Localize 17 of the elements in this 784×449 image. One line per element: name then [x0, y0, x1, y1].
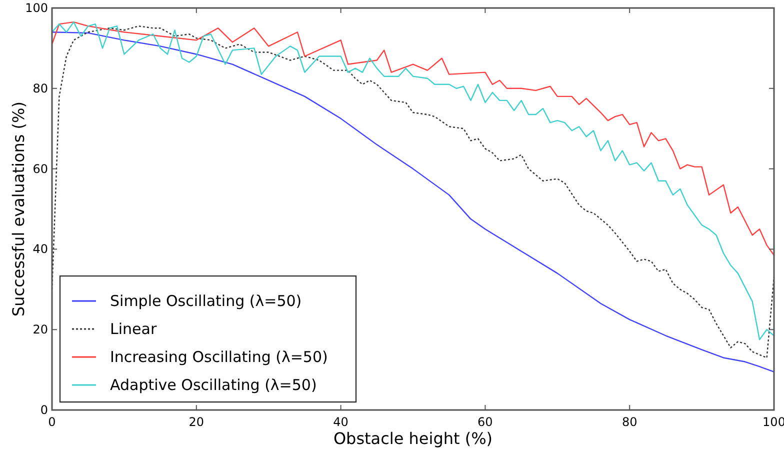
line-series: [51, 21, 775, 256]
legend-label: Linear: [110, 320, 158, 338]
x-tick-label: 40: [333, 415, 348, 429]
y-tick-label: 100: [25, 1, 48, 15]
x-axis-title: Obstacle height (%): [333, 429, 493, 448]
x-tick-label: 60: [478, 415, 493, 429]
legend-label: Adaptive Oscillating (λ=50): [110, 376, 317, 394]
y-tick-label: 20: [32, 322, 48, 337]
y-tick-label: 60: [32, 162, 48, 176]
y-tick-label: 40: [32, 242, 48, 256]
y-axis-title: Successful evaluations (%): [9, 102, 28, 316]
x-tick-label: 20: [188, 415, 204, 429]
x-tick-label: 80: [622, 415, 638, 429]
legend-label: Simple Oscillating (λ=50): [110, 292, 302, 310]
y-tick-label: 80: [32, 81, 48, 96]
legend-label: Increasing Oscillating (λ=50): [110, 348, 328, 366]
y-tick-label: 0: [40, 403, 48, 417]
